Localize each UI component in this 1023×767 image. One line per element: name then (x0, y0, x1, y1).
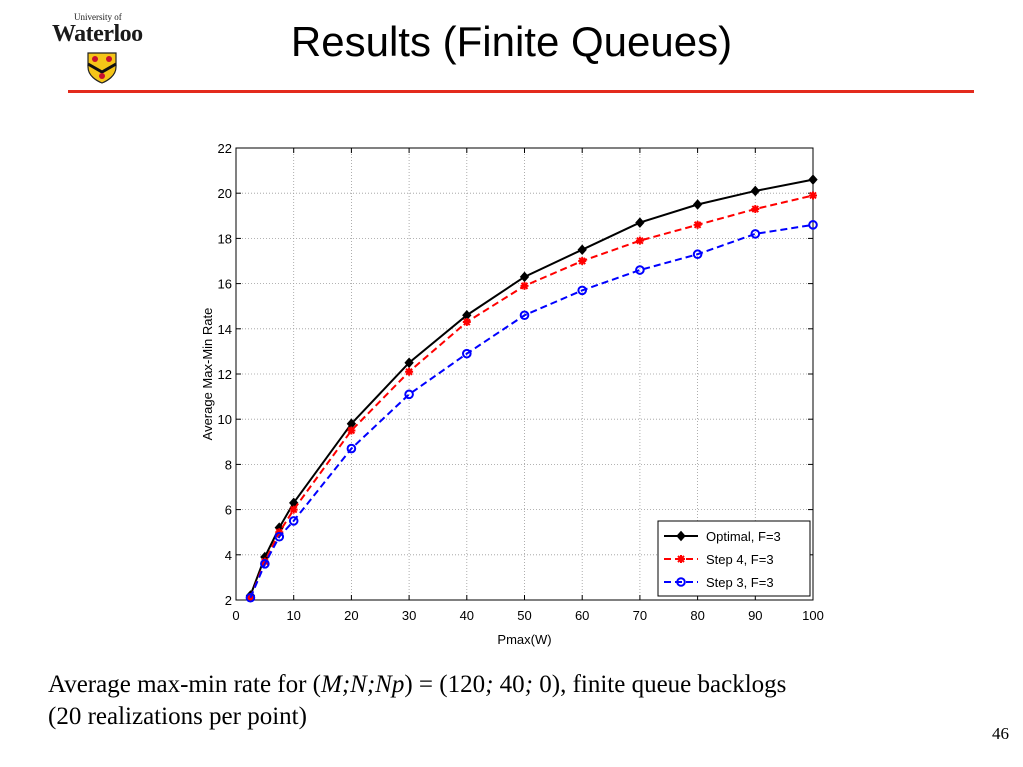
logo-name-text: Waterloo (52, 21, 143, 47)
series-1-point (462, 318, 471, 327)
series-2-point (808, 220, 818, 230)
legend-marker (676, 530, 686, 542)
x-tick-label: 30 (402, 608, 416, 623)
y-axis-label: Average Max-Min Rate (200, 308, 215, 441)
caption-v2: 40 (493, 671, 525, 698)
series-2-point (577, 285, 588, 296)
series-1-point (635, 236, 644, 245)
y-tick-label: 4 (225, 548, 232, 563)
series-1-point (693, 220, 702, 229)
x-tick-label: 10 (286, 608, 300, 623)
caption-sep2: ; (524, 671, 533, 698)
series-2-point (519, 310, 530, 321)
series-2-point (635, 265, 645, 275)
x-tick-label: 80 (690, 608, 704, 623)
x-tick-label: 20 (344, 608, 358, 623)
title-divider (68, 90, 974, 93)
legend-label: Step 3, F=3 (706, 575, 774, 590)
caption-rest: 0), finite queue backlogs (533, 671, 787, 698)
x-tick-label: 0 (232, 608, 239, 623)
caption-prefix: Average max-min rate for ( (48, 671, 322, 698)
y-tick-label: 2 (225, 593, 232, 608)
crest-icon (87, 52, 117, 84)
logo-university-text: University of (74, 12, 122, 22)
series-2-point (274, 531, 285, 542)
series-1-point (347, 426, 356, 435)
y-tick-label: 22 (218, 141, 232, 156)
series-2-line (249, 223, 814, 599)
series-1-point (289, 505, 298, 514)
x-tick-label: 70 (633, 608, 647, 623)
series-1-point (520, 281, 529, 290)
caption-middle: ) = (120 (404, 671, 486, 698)
series-1-point (260, 557, 269, 566)
series-2-point (288, 516, 299, 526)
series-0-point (577, 244, 587, 255)
series-2-point (260, 559, 270, 569)
y-tick-label: 10 (218, 412, 232, 427)
x-tick-label: 90 (748, 608, 762, 623)
legend-label: Step 4, F=3 (706, 552, 774, 567)
y-tick-label: 14 (218, 322, 232, 337)
series-0-point (808, 174, 818, 185)
slide-title: Results (Finite Queues) (290, 18, 733, 65)
x-tick-label: 50 (517, 608, 531, 623)
series-2-point (346, 443, 357, 454)
caption-line2: (20 realizations per point) (48, 703, 307, 730)
x-tick-label: 100 (802, 608, 824, 623)
y-tick-label: 20 (218, 186, 232, 201)
series-0-point (519, 271, 530, 283)
series-0-point (404, 357, 414, 368)
university-logo: University of Waterloo (52, 12, 152, 84)
series-2-point (462, 348, 472, 359)
legend-label: Optimal, F=3 (706, 529, 781, 544)
x-axis-label: Pmax(W) (497, 632, 551, 647)
legend-marker (677, 555, 685, 563)
series-0-point (692, 199, 703, 210)
series-1-point (578, 257, 587, 265)
y-tick-label: 6 (225, 503, 232, 518)
legend-marker (676, 577, 686, 587)
y-tick-label: 18 (218, 231, 232, 246)
series-2-point (692, 249, 703, 260)
series-2-point (404, 389, 414, 400)
x-tick-label: 40 (460, 608, 474, 623)
series-0-point (635, 217, 645, 228)
caption: Average max-min rate for (M;N;Np) = (120… (48, 669, 988, 733)
series-1-point (809, 191, 817, 200)
caption-params: M;N;Np (321, 671, 405, 698)
series-2-point (245, 592, 256, 603)
series-2-point (750, 229, 761, 239)
y-tick-label: 8 (225, 457, 232, 472)
y-tick-label: 12 (218, 367, 232, 382)
series-0-point (750, 185, 760, 197)
series-1-point (751, 205, 760, 214)
x-tick-label: 60 (575, 608, 589, 623)
series-1-point (405, 367, 414, 376)
page-number: 46 (992, 724, 1009, 743)
caption-sep1: ; (485, 671, 494, 698)
y-tick-label: 16 (218, 277, 232, 292)
